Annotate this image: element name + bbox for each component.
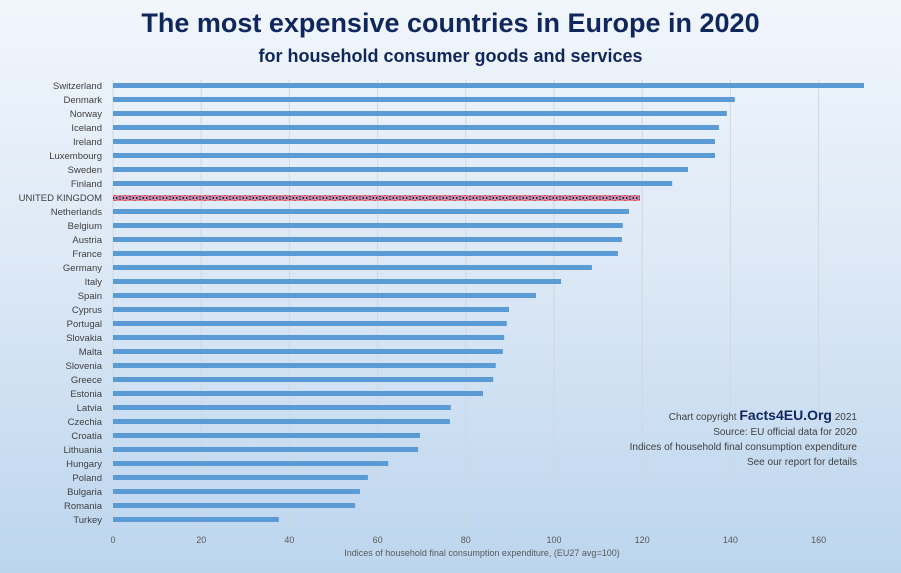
category-label: Croatia bbox=[71, 431, 102, 442]
category-label: Spain bbox=[78, 291, 102, 302]
category-label: Slovakia bbox=[66, 333, 103, 344]
bar-bulgaria bbox=[113, 489, 360, 494]
bar-ireland bbox=[113, 139, 715, 144]
bar-iceland bbox=[113, 125, 719, 130]
category-label: Lithuania bbox=[63, 445, 102, 456]
category-label: Sweden bbox=[68, 165, 102, 176]
indices-note: Indices of household final consumption e… bbox=[629, 442, 857, 453]
x-tick-label: 100 bbox=[546, 535, 561, 545]
category-label: Latvia bbox=[77, 403, 103, 414]
bar-finland bbox=[113, 181, 673, 186]
category-label: Germany bbox=[63, 263, 102, 274]
bar-croatia bbox=[113, 433, 420, 438]
category-label: France bbox=[72, 249, 102, 260]
copyright-year: 2021 bbox=[834, 412, 857, 423]
x-tick-label: 120 bbox=[635, 535, 650, 545]
chart-title: The most expensive countries in Europe i… bbox=[141, 8, 760, 38]
bar-turkey bbox=[113, 517, 279, 522]
bar-netherlands bbox=[113, 209, 629, 214]
category-label: Norway bbox=[70, 109, 102, 120]
category-label: Greece bbox=[71, 375, 102, 386]
bar-belgium bbox=[113, 223, 623, 228]
copyright-prefix: Chart copyright bbox=[668, 412, 737, 423]
bar-norway bbox=[113, 111, 727, 116]
bar-slovenia bbox=[113, 363, 496, 368]
bar-spain bbox=[113, 293, 536, 298]
bar-malta bbox=[113, 349, 503, 354]
x-tick-label: 40 bbox=[284, 535, 294, 545]
bar-denmark bbox=[113, 97, 735, 102]
category-label: Italy bbox=[85, 277, 103, 288]
category-label: Hungary bbox=[66, 459, 102, 470]
bar-slovakia bbox=[113, 335, 505, 340]
x-axis-label: Indices of household final consumption e… bbox=[344, 548, 619, 558]
category-label: Malta bbox=[79, 347, 103, 358]
source-note: Source: EU official data for 2020 bbox=[713, 427, 857, 438]
x-tick-label: 140 bbox=[723, 535, 738, 545]
bar-cyprus bbox=[113, 307, 510, 312]
category-label: Luxembourg bbox=[49, 151, 102, 162]
category-label: Iceland bbox=[71, 123, 102, 134]
bar-united-kingdom bbox=[113, 195, 640, 201]
bar-hungary bbox=[113, 461, 389, 466]
chart-subtitle: for household consumer goods and service… bbox=[258, 46, 643, 66]
x-tick-label: 160 bbox=[811, 535, 826, 545]
category-label: Austria bbox=[72, 235, 102, 246]
bar-portugal bbox=[113, 321, 507, 326]
brand-logo-text: Facts4EU.Org bbox=[739, 407, 832, 423]
bar-romania bbox=[113, 503, 356, 508]
category-label: Switzerland bbox=[53, 81, 102, 92]
x-tick-label: 0 bbox=[110, 535, 115, 545]
category-label: Ireland bbox=[73, 137, 102, 148]
bar-france bbox=[113, 251, 618, 256]
x-tick-label: 20 bbox=[196, 535, 206, 545]
bar-greece bbox=[113, 377, 494, 382]
bar-czechia bbox=[113, 419, 450, 424]
category-label: Belgium bbox=[68, 221, 102, 232]
bar-lithuania bbox=[113, 447, 419, 452]
bar-estonia bbox=[113, 391, 483, 396]
bar-latvia bbox=[113, 405, 451, 410]
category-label: Estonia bbox=[70, 389, 102, 400]
bar-poland bbox=[113, 475, 368, 480]
category-label: Slovenia bbox=[66, 361, 103, 372]
category-label: Poland bbox=[72, 473, 102, 484]
category-label: Bulgaria bbox=[67, 487, 103, 498]
category-label: Czechia bbox=[68, 417, 103, 428]
category-label: Denmark bbox=[63, 95, 102, 106]
category-label: Portugal bbox=[67, 319, 102, 330]
bar-switzerland bbox=[113, 83, 865, 88]
report-note: See our report for details bbox=[746, 457, 857, 468]
category-label: Cyprus bbox=[72, 305, 102, 316]
bar-italy bbox=[113, 279, 562, 284]
category-label: Turkey bbox=[73, 515, 102, 526]
x-tick-label: 60 bbox=[373, 535, 383, 545]
category-label: UNITED KINGDOM bbox=[19, 193, 102, 204]
bar-sweden bbox=[113, 167, 689, 172]
chart-notes: Chart copyright Facts4EU.Org 2021 Source… bbox=[630, 408, 857, 470]
category-label: Romania bbox=[64, 501, 103, 512]
bar-austria bbox=[113, 237, 622, 242]
category-label: Finland bbox=[71, 179, 102, 190]
category-label: Netherlands bbox=[51, 207, 102, 218]
bar-germany bbox=[113, 265, 592, 270]
x-tick-label: 80 bbox=[461, 535, 471, 545]
bar-luxembourg bbox=[113, 153, 715, 158]
